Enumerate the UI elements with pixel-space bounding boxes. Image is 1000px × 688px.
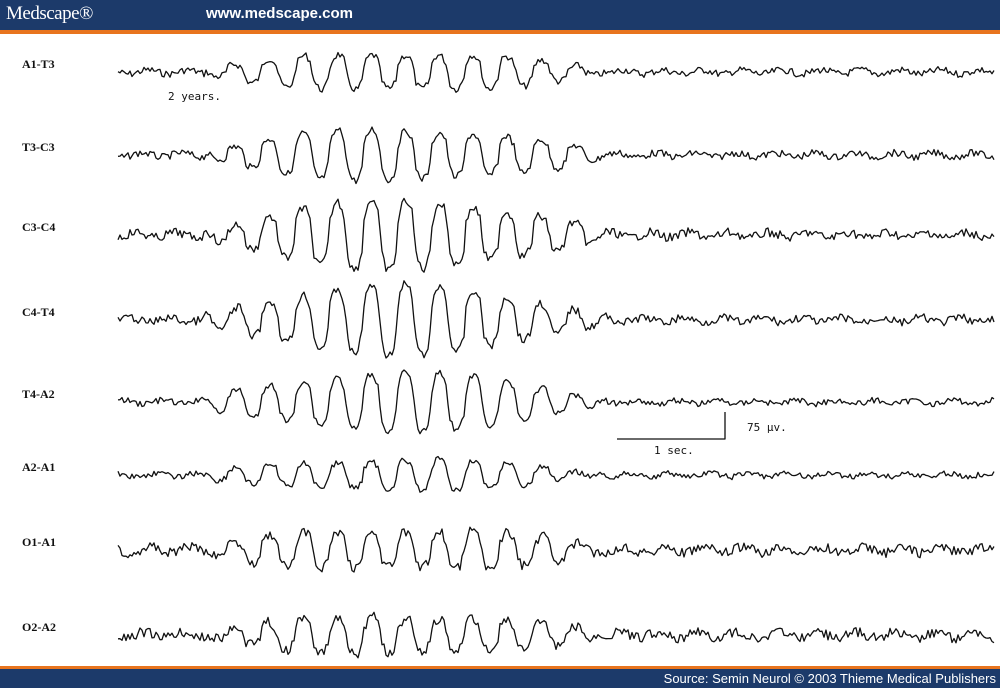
eeg-figure: A1-T3 T3-C3 C3-C4 C4-T4 T4-A2 A2-A1 O1-A1 O2-A2… bbox=[0, 34, 1000, 666]
source-credit: Source: Semin Neurol © 2003 Thieme Medic… bbox=[663, 671, 996, 686]
eeg-trace-a2-a1 bbox=[117, 455, 995, 493]
medscape-logo[interactable]: Medscape® bbox=[6, 3, 93, 24]
calibration-time-label: 1 sec. bbox=[654, 444, 694, 457]
eeg-trace-c4-t4 bbox=[117, 280, 995, 359]
eeg-trace-o2-a2 bbox=[117, 611, 995, 659]
channel-labels: A1-T3 T3-C3 C3-C4 C4-T4 T4-A2 A2-A1 O1-A1 O2-A2 bbox=[22, 57, 56, 634]
channel-label: C4-T4 bbox=[22, 305, 55, 319]
calibration-amplitude-label: 75 µv. bbox=[747, 421, 787, 434]
eeg-trace-c3-c4 bbox=[117, 197, 995, 273]
eeg-trace-t3-c3 bbox=[117, 126, 995, 185]
channel-label: O2-A2 bbox=[22, 620, 56, 634]
channel-label: A2-A1 bbox=[22, 460, 55, 474]
header-accent-stripe bbox=[0, 30, 1000, 34]
site-url[interactable]: www.medscape.com bbox=[206, 5, 353, 22]
channel-label: C3-C4 bbox=[22, 220, 55, 234]
eeg-trace-a1-t3 bbox=[117, 51, 995, 93]
channel-label: A1-T3 bbox=[22, 57, 55, 71]
age-note: 2 years. bbox=[168, 90, 221, 103]
header-bar: Medscape® www.medscape.com bbox=[0, 0, 1000, 30]
footer-accent-stripe bbox=[0, 666, 1000, 669]
channel-label: T4-A2 bbox=[22, 387, 55, 401]
calibration-marker: 1 sec. 75 µv. bbox=[617, 412, 787, 457]
calibration-bar bbox=[617, 412, 726, 440]
channel-traces bbox=[117, 51, 995, 659]
channel-label: T3-C3 bbox=[22, 140, 55, 154]
eeg-tracing: A1-T3 T3-C3 C3-C4 C4-T4 T4-A2 A2-A1 O1-A1 O2-A2… bbox=[22, 51, 995, 659]
channel-label: O1-A1 bbox=[22, 535, 56, 549]
eeg-trace-t4-a2 bbox=[117, 369, 995, 435]
footer-bar: Source: Semin Neurol © 2003 Thieme Medic… bbox=[0, 669, 1000, 688]
eeg-trace-o1-a1 bbox=[117, 526, 995, 573]
